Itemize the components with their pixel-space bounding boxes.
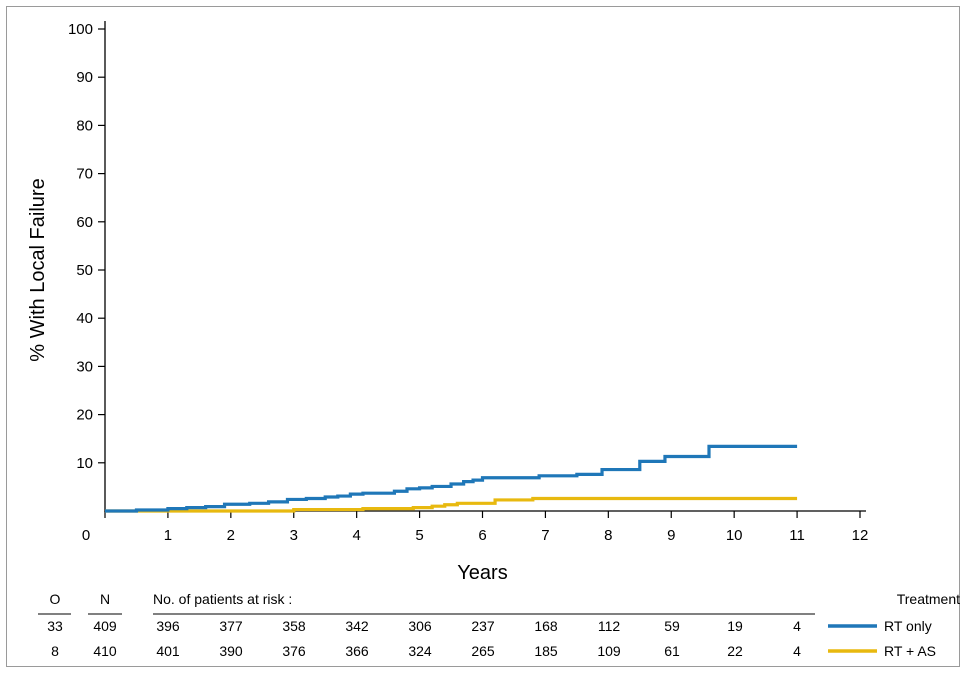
- risk-count: 59: [664, 618, 680, 634]
- risk-count: 109: [597, 643, 621, 659]
- risk-count: 61: [664, 643, 680, 659]
- risk-count: 342: [345, 618, 369, 634]
- y-tick-label: 80: [76, 117, 93, 134]
- y-tick-label: 20: [76, 407, 93, 424]
- risk-row-o: 33: [47, 618, 63, 634]
- x-tick-label: 0: [82, 527, 90, 544]
- y-tick-label: 30: [76, 358, 93, 375]
- x-tick-label: 1: [164, 527, 172, 544]
- risk-count: 22: [727, 643, 743, 659]
- risk-count: 168: [534, 618, 558, 634]
- x-tick-label: 6: [478, 527, 486, 544]
- risk-count: 4: [793, 643, 801, 659]
- y-tick-label: 10: [76, 455, 93, 472]
- legend-label: RT only: [884, 618, 932, 634]
- y-tick-label: 90: [76, 69, 93, 86]
- figure-frame: [6, 6, 960, 667]
- y-tick-label: 50: [76, 262, 93, 279]
- y-tick-label: 100: [68, 21, 93, 38]
- x-tick-label: 3: [290, 527, 298, 544]
- risk-count: 324: [408, 643, 432, 659]
- risk-table-title: No. of patients at risk :: [153, 591, 292, 607]
- x-tick-label: 4: [352, 527, 360, 544]
- series-line-rt-as: [105, 496, 798, 513]
- x-tick-label: 10: [726, 527, 743, 544]
- risk-count: 366: [345, 643, 369, 659]
- x-tick-label: 5: [415, 527, 423, 544]
- y-tick-label: 40: [76, 310, 93, 327]
- risk-header-o: O: [50, 591, 61, 607]
- risk-count: 358: [282, 618, 306, 634]
- y-axis-title: % With Local Failure: [27, 178, 49, 361]
- x-tick-label: 11: [789, 527, 805, 544]
- risk-count: 265: [471, 643, 495, 659]
- x-tick-label: 7: [541, 527, 549, 544]
- risk-count: 376: [282, 643, 306, 659]
- y-tick-label: 70: [76, 166, 93, 183]
- treatment-header: Treatment: [897, 591, 960, 607]
- risk-count: 377: [219, 618, 243, 634]
- risk-header-n: N: [100, 591, 110, 607]
- risk-row-n: 409: [93, 618, 117, 634]
- risk-count: 396: [156, 618, 180, 634]
- risk-count: 4: [793, 618, 801, 634]
- x-tick-label: 9: [667, 527, 675, 544]
- risk-row-n: 410: [93, 643, 117, 659]
- legend-label: RT + AS: [884, 643, 936, 659]
- risk-count: 185: [534, 643, 558, 659]
- risk-count: 306: [408, 618, 432, 634]
- risk-count: 401: [156, 643, 180, 659]
- x-tick-label: 12: [852, 527, 869, 544]
- risk-count: 237: [471, 618, 495, 634]
- series-line-rt-only: [105, 444, 798, 513]
- risk-row-o: 8: [51, 643, 59, 659]
- risk-count: 19: [727, 618, 743, 634]
- x-tick-label: 2: [227, 527, 235, 544]
- risk-count: 390: [219, 643, 243, 659]
- y-tick-label: 60: [76, 214, 93, 231]
- risk-table: O N No. of patients at risk : Treatment 33 40…: [38, 591, 960, 659]
- risk-count: 112: [598, 618, 621, 634]
- curves: [105, 444, 798, 513]
- x-axis-title: Years: [457, 562, 507, 584]
- x-tick-label: 8: [604, 527, 612, 544]
